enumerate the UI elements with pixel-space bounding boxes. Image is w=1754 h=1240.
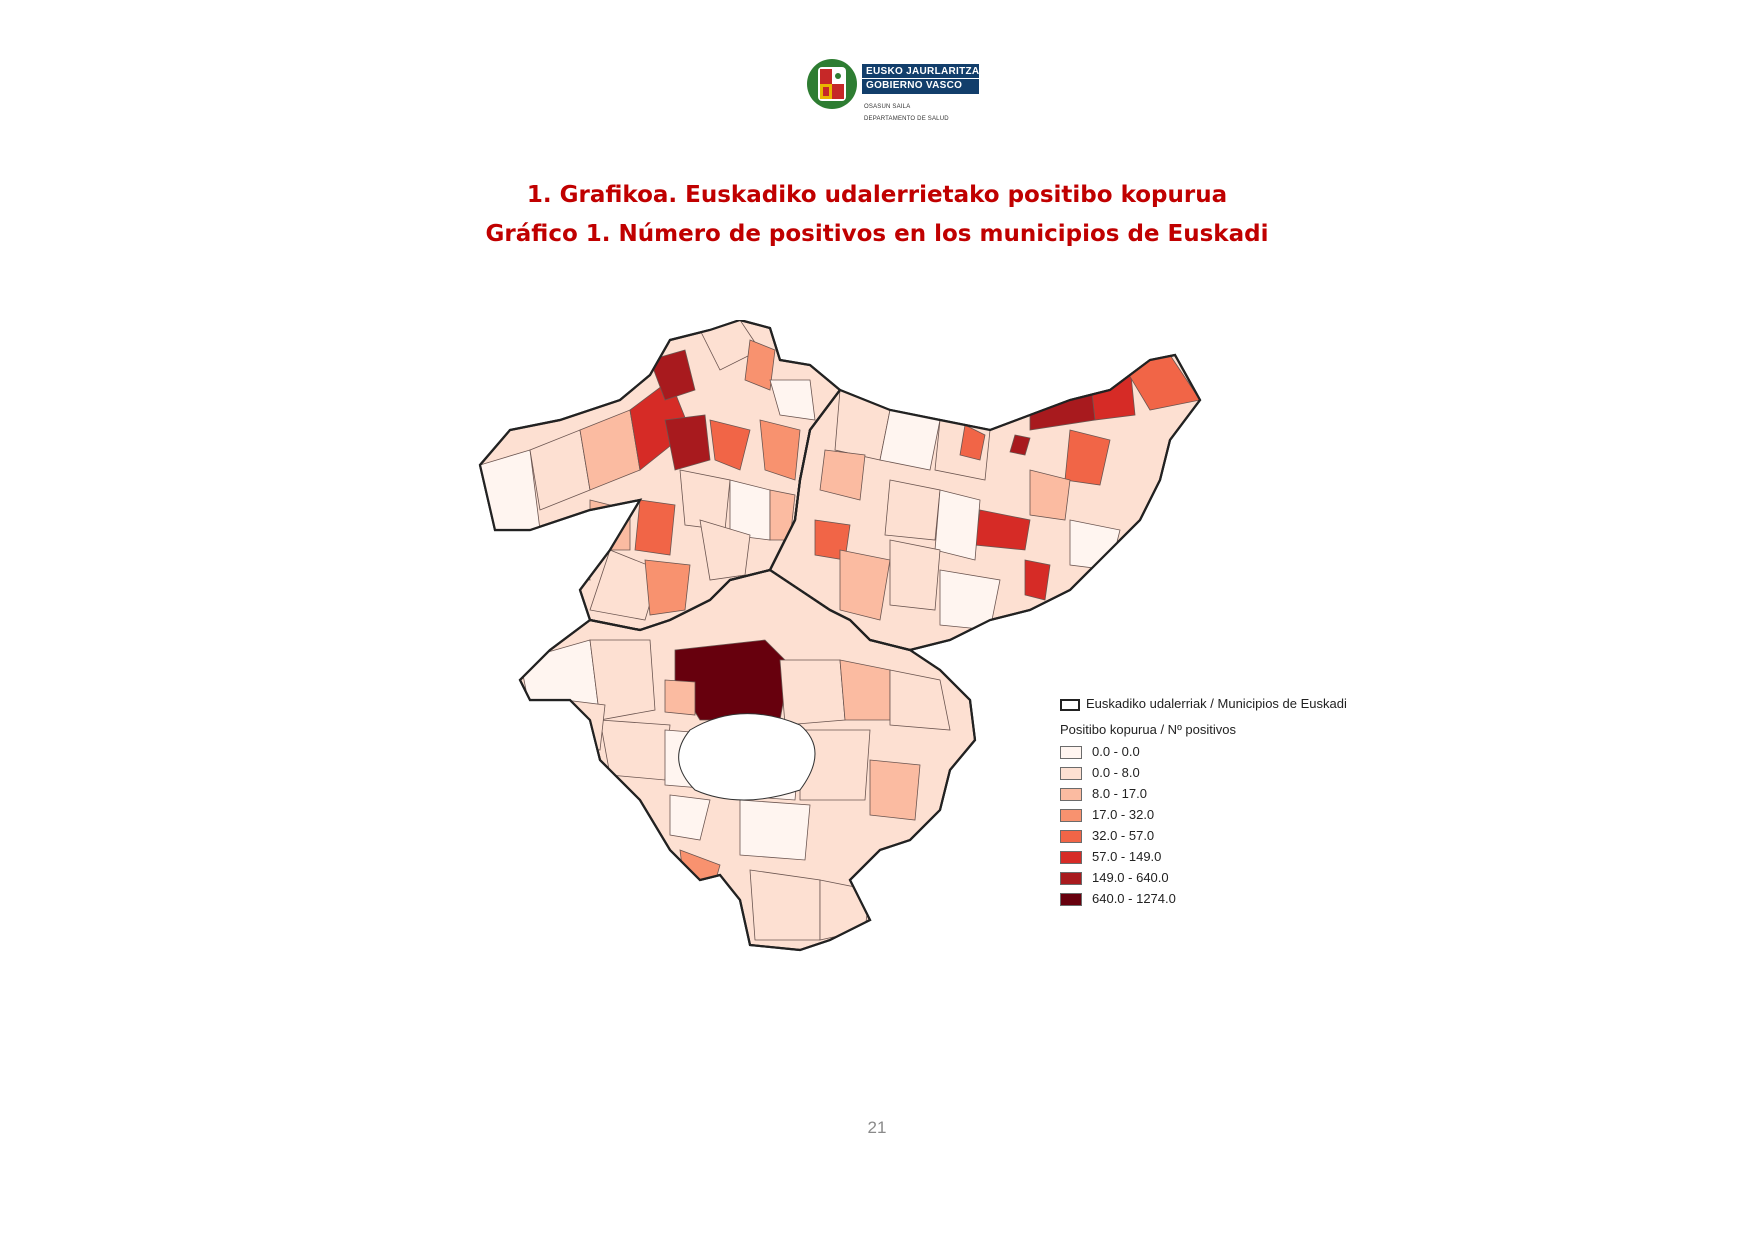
figure-title-basque: 1. Grafikoa. Euskadiko udalerrietako pos… (526, 182, 1228, 208)
municipality (644, 559, 691, 616)
legend-class-label: 640.0 - 1274.0 (1092, 891, 1176, 906)
department-eu: OSASUN SAILA (864, 104, 911, 110)
municipality (1009, 434, 1031, 456)
legend-class-label: 32.0 - 57.0 (1092, 828, 1155, 843)
legend-class-item: 149.0 - 640.0 (1060, 870, 1169, 888)
legend-class-item: 0.0 - 8.0 (1060, 765, 1140, 783)
municipality (889, 669, 951, 731)
province-boundaries (478, 320, 1202, 952)
municipality (939, 569, 1001, 631)
coat-of-arms-icon (807, 59, 857, 109)
municipality (1064, 429, 1111, 486)
page-number: 21 (867, 1118, 887, 1137)
logo-line-eu: EUSKO JAURLARITZA (866, 66, 980, 77)
boundary-swatch (1060, 698, 1080, 711)
municipalities-bizkaia (480, 320, 816, 621)
legend-title: Positibo kopurua / Nº positivos (1060, 722, 1237, 737)
legend-class-item: 640.0 - 1274.0 (1060, 891, 1176, 909)
legend-swatch (1060, 788, 1082, 802)
municipality (699, 519, 751, 581)
choropleth-map (478, 320, 1202, 952)
legend-swatch (1060, 809, 1082, 823)
municipality (649, 349, 696, 401)
legend-class-item: 8.0 - 17.0 (1060, 786, 1147, 804)
municipality (1029, 369, 1096, 431)
legend-class-item: 0.0 - 0.0 (1060, 744, 1140, 762)
municipality (779, 659, 846, 726)
trevino-enclave (678, 713, 816, 801)
logo-line-es: GOBIERNO VASCO (866, 80, 963, 91)
municipality (709, 419, 751, 471)
department-es: DEPARTAMENTO DE SALUD (864, 116, 949, 122)
legend-swatch (1060, 830, 1082, 844)
municipality (959, 424, 986, 461)
municipality (589, 639, 656, 721)
municipality (889, 539, 941, 611)
municipality (744, 339, 776, 391)
legend-swatch (1060, 893, 1082, 907)
legend-class-label: 57.0 - 149.0 (1092, 849, 1162, 864)
legend-class-item: 17.0 - 32.0 (1060, 807, 1154, 825)
legend-class-label: 0.0 - 0.0 (1092, 744, 1140, 759)
municipality (819, 449, 866, 501)
legend-swatch (1060, 851, 1082, 865)
boundary-araba (518, 568, 977, 952)
legend-boundary-entry: Euskadiko udalerriak / Municipios de Eus… (1060, 696, 1347, 711)
legend-swatch (1060, 767, 1082, 781)
municipality (529, 519, 591, 581)
municipality (749, 869, 821, 941)
municipality (839, 659, 891, 721)
legend-swatch (1060, 872, 1082, 886)
legend-class-label: 0.0 - 8.0 (1092, 765, 1140, 780)
municipality (769, 379, 816, 421)
municipality (1024, 559, 1051, 601)
legend-swatch (1060, 746, 1082, 760)
municipality (664, 414, 711, 471)
municipality (589, 549, 661, 621)
legend-class-label: 149.0 - 640.0 (1092, 870, 1169, 885)
municipality (679, 469, 731, 531)
logo-separator (862, 78, 979, 79)
municipality (669, 794, 711, 841)
municipality (839, 549, 891, 621)
figure-title-spanish: Gráfico 1. Número de positivos en los mu… (485, 221, 1269, 247)
municipality (739, 799, 811, 861)
municipality (759, 419, 801, 481)
legend-boundary-label: Euskadiko udalerriak / Municipios de Eus… (1086, 696, 1347, 711)
municipality (634, 499, 676, 556)
legend-class-label: 17.0 - 32.0 (1092, 807, 1155, 822)
municipality (480, 449, 541, 531)
municipality (869, 759, 921, 821)
legend-class-item: 57.0 - 149.0 (1060, 849, 1161, 867)
logo: EUSKO JAURLARITZA GOBIERNO VASCO OSASUN … (806, 54, 986, 124)
logo-banner: EUSKO JAURLARITZA GOBIERNO VASCO (862, 64, 979, 94)
municipality (664, 679, 696, 716)
legend-class-label: 8.0 - 17.0 (1092, 786, 1147, 801)
municipality (884, 479, 941, 541)
municipality (1029, 469, 1071, 521)
municipality (934, 489, 981, 561)
legend-class-item: 32.0 - 57.0 (1060, 828, 1154, 846)
municipality (564, 699, 606, 751)
municipality (819, 879, 871, 941)
